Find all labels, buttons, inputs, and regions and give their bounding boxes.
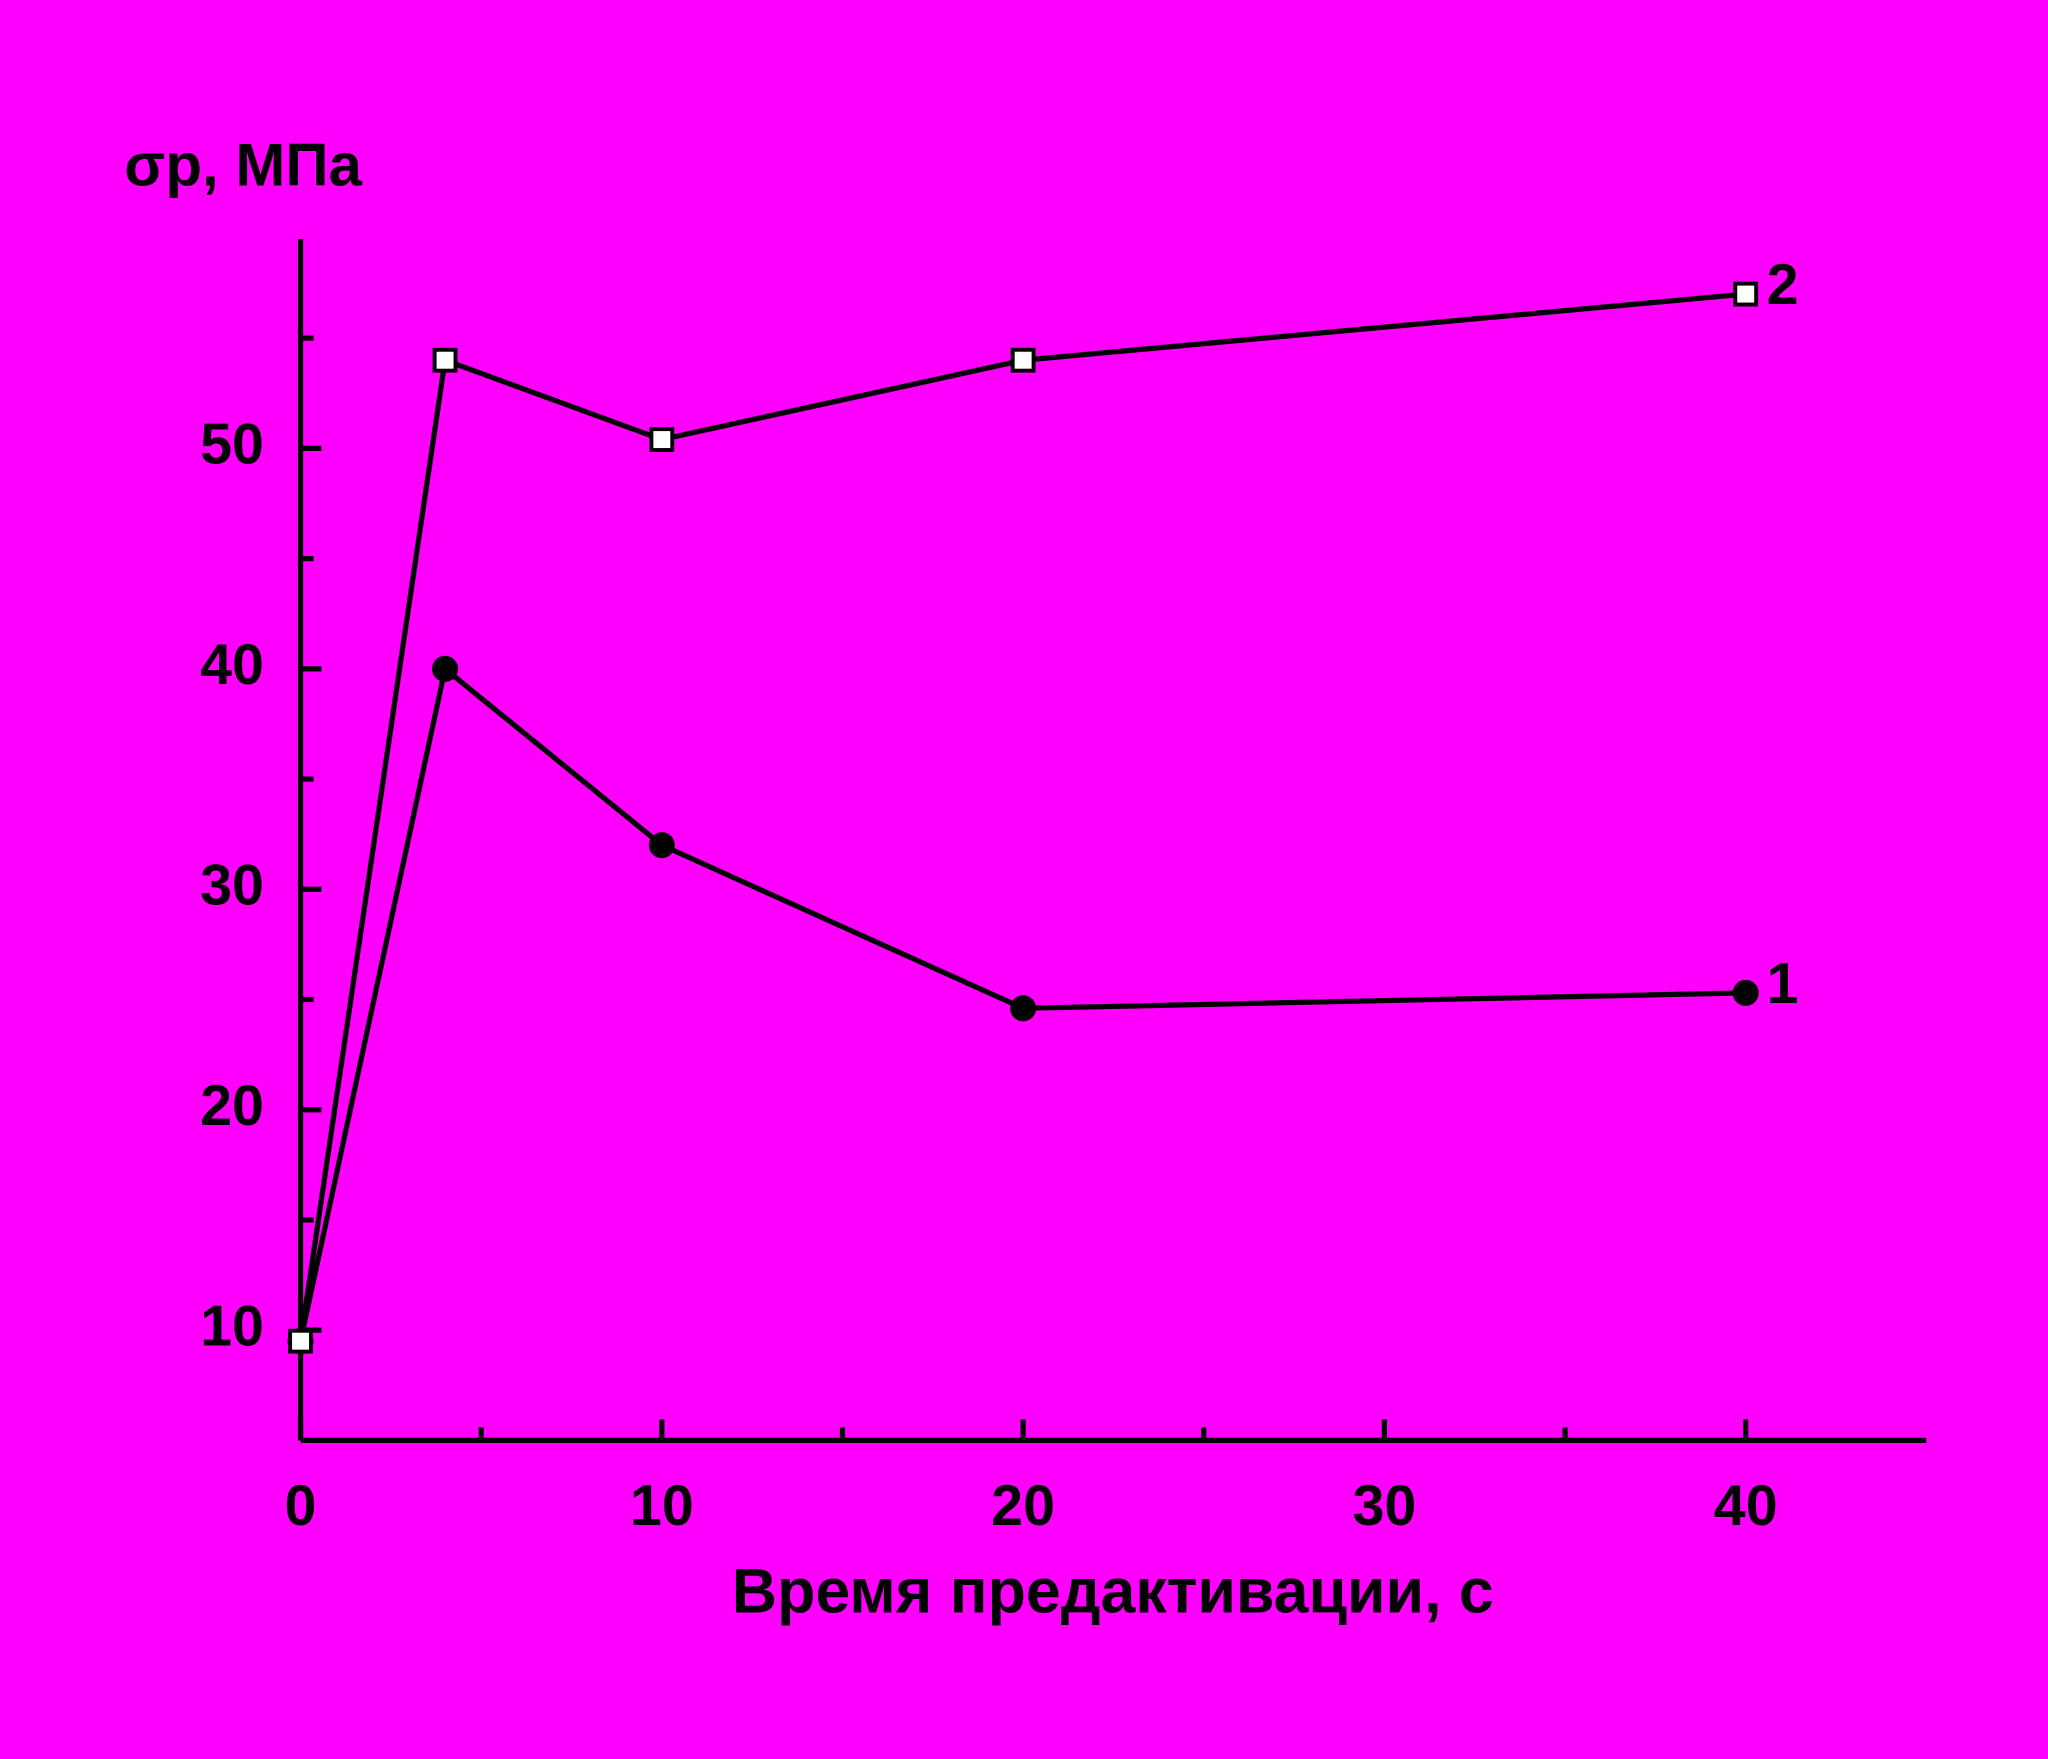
point	[432, 655, 459, 682]
x-tick-label: 0	[285, 1474, 317, 1538]
series-label: 2	[1767, 253, 1799, 317]
x-tick-label: 40	[1714, 1474, 1778, 1538]
point	[288, 1328, 313, 1354]
y-tick-label: 30	[200, 853, 264, 917]
y-axis-label: σр, МПа	[124, 132, 362, 199]
point	[1733, 281, 1759, 307]
y-tick-label: 50	[200, 413, 264, 477]
series-label: 1	[1767, 952, 1799, 1016]
point	[1732, 979, 1759, 1006]
point	[649, 427, 675, 452]
point	[648, 832, 675, 859]
point	[1010, 347, 1036, 373]
y-tick-label: 10	[200, 1294, 264, 1358]
x-tick-label: 10	[630, 1474, 694, 1538]
y-tick-label: 40	[200, 633, 264, 697]
point	[432, 347, 458, 373]
point	[1010, 995, 1037, 1022]
y-tick-label: 20	[200, 1074, 264, 1138]
x-axis-label: Время предактивации, с	[732, 1556, 1494, 1626]
x-tick-label: 30	[1352, 1474, 1416, 1538]
x-tick-label: 20	[991, 1474, 1055, 1538]
